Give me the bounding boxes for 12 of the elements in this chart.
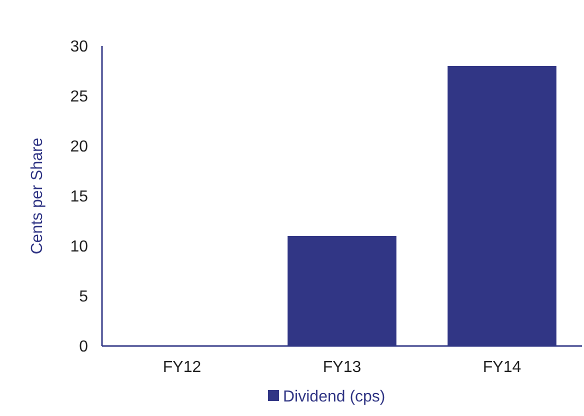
y-tick-label: 10 xyxy=(70,238,88,256)
y-tick-label: 15 xyxy=(70,188,88,206)
y-tick-label: 20 xyxy=(70,138,88,156)
y-tick-label: 5 xyxy=(79,288,88,306)
y-axis-title: Cents per Share xyxy=(29,138,46,254)
x-tick-label: FY14 xyxy=(482,359,522,376)
y-tick-label: 30 xyxy=(70,38,88,56)
y-tick-label: 0 xyxy=(79,338,88,356)
x-tick-label: FY13 xyxy=(322,359,362,376)
y-tick-label: 25 xyxy=(70,88,88,106)
x-tick-label: FY12 xyxy=(162,359,202,376)
legend-label: Dividend (cps) xyxy=(283,388,386,406)
